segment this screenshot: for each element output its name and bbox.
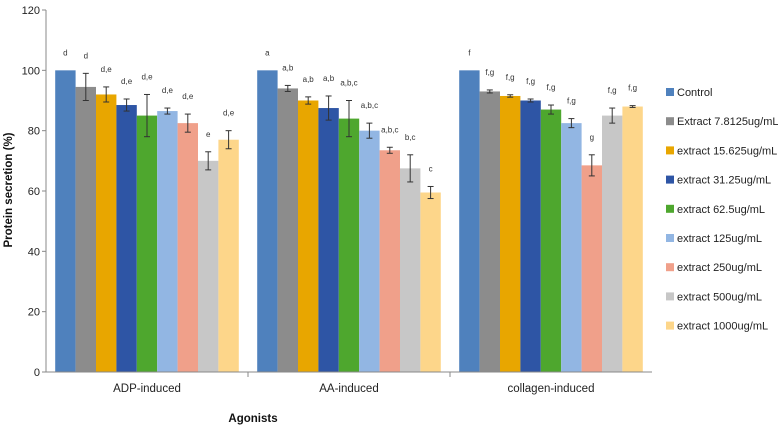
significance-label: f,g xyxy=(608,86,617,95)
bar xyxy=(198,160,219,372)
bar xyxy=(500,95,521,372)
legend: Control Extract 7.8125ug/mL extract 15.625… xyxy=(666,87,778,333)
bar xyxy=(400,168,421,372)
y-tick-label: 20 xyxy=(28,307,40,319)
y-tick-label: 40 xyxy=(28,246,40,258)
legend-label: extract 62.5ug/mL xyxy=(677,204,765,216)
significance-label: g xyxy=(590,133,594,142)
bar xyxy=(479,91,500,372)
bar xyxy=(277,88,298,372)
legend-swatch xyxy=(666,204,674,213)
significance-label: a xyxy=(265,48,270,57)
legend-label: extract 31.25ug/mL xyxy=(677,175,771,187)
legend-label: extract 125ug/mL xyxy=(677,233,762,245)
significance-label: f,g xyxy=(628,84,637,93)
bar xyxy=(581,165,602,372)
bar xyxy=(55,70,76,372)
bar xyxy=(420,192,441,372)
x-category-label: ADP-induced xyxy=(113,383,181,395)
significance-label: b,c xyxy=(405,133,416,142)
significance-label: f,g xyxy=(547,83,556,92)
bar xyxy=(75,86,96,373)
x-category-label: collagen-induced xyxy=(508,383,595,395)
bar xyxy=(359,130,380,372)
bar xyxy=(540,109,562,373)
bar xyxy=(318,108,339,373)
legend-label: Extract 7.8125ug/mL xyxy=(677,116,778,128)
significance-label: f xyxy=(468,48,471,57)
legend-label: extract 15.625ug/mL xyxy=(677,145,777,157)
significance-label: a,b xyxy=(282,63,294,72)
significance-label: a,b,c xyxy=(361,101,378,110)
bars-layer: d d d,e d,e d,e d,e d,e e d,e a a,b a,b a,b a,b,c a,b,… xyxy=(55,48,643,373)
bar xyxy=(379,150,400,372)
y-tick-label: 80 xyxy=(28,126,40,138)
y-tick-label: 100 xyxy=(22,65,40,77)
y-axis-ticks: 0 20 40 60 80 100 120 xyxy=(22,5,46,379)
legend-label: extract 1000ug/mL xyxy=(677,321,768,333)
significance-label: e xyxy=(206,130,211,139)
bar xyxy=(520,100,541,372)
y-tick-label: 120 xyxy=(22,5,40,17)
bar xyxy=(338,118,360,372)
x-category-label: AA-induced xyxy=(319,383,378,395)
bar xyxy=(96,94,117,372)
significance-label: d,e xyxy=(162,86,174,95)
legend-label: extract 500ug/mL xyxy=(677,291,762,303)
significance-label: c xyxy=(429,164,433,173)
significance-label: a,b,c xyxy=(340,79,357,88)
x-axis-category-labels: ADP-induced AA-induced collagen-induced xyxy=(113,383,594,395)
bar xyxy=(622,106,643,373)
legend-swatch xyxy=(666,292,674,301)
legend-swatch xyxy=(666,146,674,155)
y-axis-title: Protein secretion (%) xyxy=(3,132,15,247)
legend-label: Control xyxy=(677,87,712,99)
axes xyxy=(45,10,652,377)
legend-swatch xyxy=(666,321,674,330)
significance-label: d,e xyxy=(141,72,153,81)
bar xyxy=(157,111,178,372)
bar xyxy=(561,123,582,372)
legend-swatch xyxy=(666,263,674,272)
bar xyxy=(218,139,239,372)
legend-swatch xyxy=(666,175,674,184)
significance-label: d,e xyxy=(101,65,113,74)
x-axis-title: Agonists xyxy=(228,413,277,425)
bar xyxy=(298,100,319,372)
legend-swatch xyxy=(666,117,674,126)
legend-label: extract 250ug/mL xyxy=(677,262,762,274)
legend-swatch xyxy=(666,88,674,96)
significance-label: d xyxy=(84,51,88,60)
significance-label: a,b,c xyxy=(381,125,398,134)
significance-label: d,e xyxy=(121,77,133,86)
significance-label: f,g xyxy=(567,97,576,106)
significance-label: f,g xyxy=(526,77,535,86)
significance-label: d,e xyxy=(182,92,194,101)
significance-label: d xyxy=(63,48,67,57)
bar xyxy=(136,115,158,372)
bar xyxy=(602,115,623,372)
significance-label: a,b xyxy=(323,74,335,83)
significance-label: d,e xyxy=(223,109,235,118)
y-tick-label: 60 xyxy=(28,186,40,198)
bar xyxy=(177,123,198,372)
significance-label: a,b xyxy=(303,75,315,84)
bar xyxy=(116,105,137,373)
significance-label: f,g xyxy=(506,73,515,82)
bar xyxy=(257,70,278,372)
significance-label: f,g xyxy=(485,68,494,77)
legend-swatch xyxy=(666,234,674,242)
y-tick-label: 0 xyxy=(34,367,40,379)
bar xyxy=(459,70,480,372)
